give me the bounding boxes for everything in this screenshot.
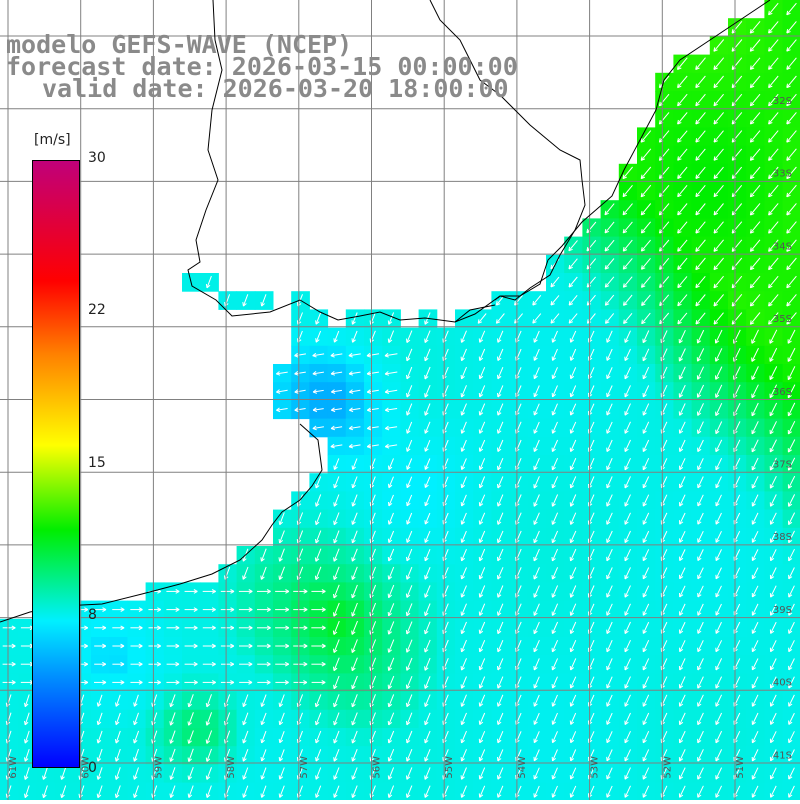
lon-tick-label: 55W xyxy=(444,756,455,779)
lon-tick-label: 51W xyxy=(735,756,746,779)
colorbar-tick-8: 8 xyxy=(88,607,97,623)
lat-tick-label: 32S xyxy=(773,96,792,107)
lon-tick-label: 53W xyxy=(590,756,601,779)
lon-tick-label: 59W xyxy=(153,756,164,779)
colorbar xyxy=(32,160,80,768)
colorbar-tick-15: 15 xyxy=(88,455,106,471)
colorbar-tick-0: 0 xyxy=(88,760,97,776)
lat-tick-label: 41S xyxy=(773,750,792,761)
lon-tick-label: 52W xyxy=(662,756,673,779)
colorbar-tick-30: 30 xyxy=(88,150,106,166)
lat-tick-label: 33S xyxy=(773,169,792,180)
lon-tick-label: 58W xyxy=(226,756,237,779)
colorbar-tick-22: 22 xyxy=(88,302,106,318)
lat-tick-label: 38S xyxy=(773,532,792,543)
lat-tick-label: 35S xyxy=(773,314,792,325)
lat-tick-label: 34S xyxy=(773,241,792,252)
lat-tick-label: 37S xyxy=(773,460,792,471)
lon-tick-label: 54W xyxy=(517,756,528,779)
colorbar-unit: [m/s] xyxy=(34,132,71,148)
lon-tick-label: 57W xyxy=(299,756,310,779)
lat-tick-label: 39S xyxy=(773,605,792,616)
lat-tick-label: 40S xyxy=(773,678,792,689)
lat-tick-label: 36S xyxy=(773,387,792,398)
lon-tick-label: 56W xyxy=(372,756,383,779)
valid-date: valid date: 2026-03-20 18:00:00 xyxy=(42,76,509,101)
lon-tick-label: 61W xyxy=(8,756,19,779)
